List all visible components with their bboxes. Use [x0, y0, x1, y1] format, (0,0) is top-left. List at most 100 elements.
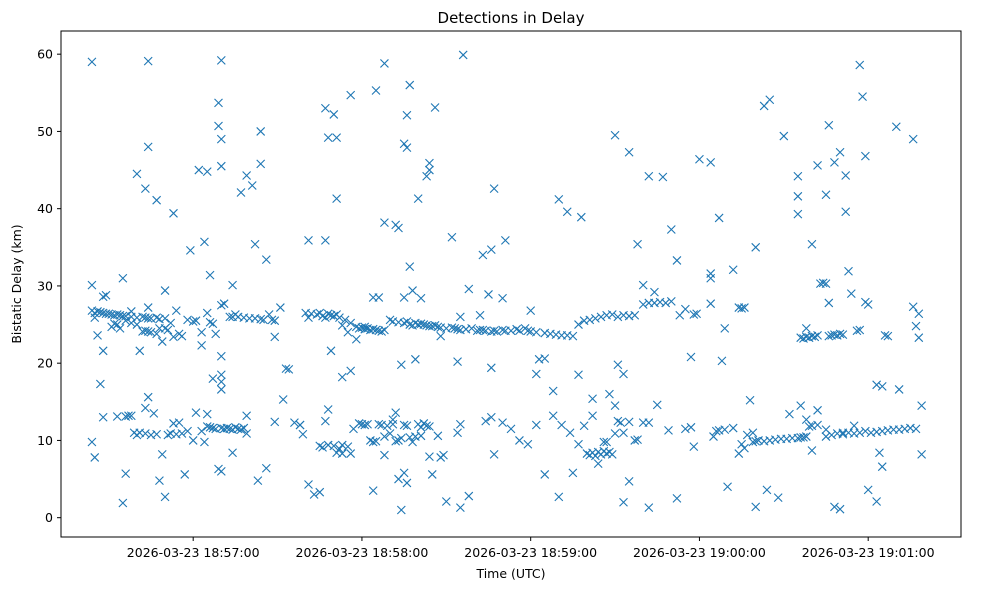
- data-point: [506, 424, 516, 434]
- data-point: [548, 411, 558, 421]
- data-point: [399, 318, 409, 328]
- data-point: [613, 416, 623, 426]
- data-point: [467, 324, 477, 333]
- data-point: [405, 320, 415, 329]
- data-point: [214, 98, 223, 108]
- data-point: [177, 331, 187, 341]
- data-point: [143, 392, 153, 402]
- data-point: [222, 423, 232, 433]
- data-point: [455, 312, 465, 322]
- data-point: [205, 270, 215, 280]
- data-point: [425, 165, 434, 175]
- data-point: [605, 389, 614, 399]
- data-point: [405, 262, 415, 272]
- data-point: [87, 280, 97, 290]
- data-point: [323, 405, 333, 414]
- data-point: [562, 207, 572, 217]
- data-point: [216, 370, 226, 380]
- data-point: [425, 452, 434, 462]
- data-point: [146, 327, 156, 337]
- data-point: [720, 425, 730, 435]
- data-point: [453, 428, 462, 438]
- data-point: [371, 86, 381, 95]
- data-point: [801, 324, 811, 333]
- data-point: [574, 370, 583, 380]
- data-point: [762, 485, 772, 495]
- data-point: [87, 437, 97, 447]
- data-point: [422, 421, 432, 431]
- data-point: [121, 469, 131, 479]
- data-point: [441, 497, 451, 506]
- data-point: [143, 327, 153, 336]
- data-point: [810, 332, 820, 342]
- x-axis: 2026-03-23 18:57:00 2026-03-23 18:58:00 20…: [127, 537, 935, 560]
- data-point: [740, 303, 749, 312]
- data-point: [385, 315, 395, 325]
- data-point: [506, 326, 516, 336]
- data-point: [374, 419, 384, 429]
- data-point: [765, 95, 775, 105]
- data-point: [416, 293, 426, 303]
- data-point: [872, 380, 882, 390]
- data-point: [714, 213, 724, 223]
- data-point: [346, 449, 356, 458]
- data-point: [200, 237, 209, 247]
- data-point: [281, 364, 291, 373]
- data-point: [664, 426, 673, 435]
- y-tick-label: 60: [37, 47, 53, 62]
- data-point: [835, 147, 845, 157]
- data-point: [205, 422, 215, 432]
- data-point: [478, 250, 488, 260]
- data-point: [821, 279, 831, 289]
- data-point: [188, 436, 198, 445]
- data-point: [531, 369, 541, 379]
- data-point: [295, 420, 305, 430]
- data-point: [619, 369, 628, 379]
- data-point: [140, 326, 150, 336]
- data-point: [166, 318, 176, 328]
- data-point: [290, 418, 299, 428]
- data-point: [914, 309, 924, 319]
- data-point: [346, 90, 356, 100]
- data-point: [433, 322, 443, 332]
- data-point: [112, 412, 122, 421]
- data-point: [343, 442, 353, 452]
- data-point: [830, 157, 839, 167]
- data-point: [351, 334, 361, 344]
- data-point: [908, 302, 918, 312]
- data-point: [610, 429, 620, 438]
- data-point: [911, 321, 921, 331]
- data-point: [498, 418, 507, 428]
- data-point: [163, 430, 173, 440]
- data-point: [689, 310, 699, 319]
- data-point: [706, 273, 716, 283]
- data-point: [152, 195, 162, 205]
- data-point: [481, 416, 491, 426]
- data-point: [388, 415, 398, 424]
- data-point: [692, 309, 702, 319]
- data-point: [155, 476, 164, 485]
- data-point: [118, 498, 128, 508]
- data-point: [160, 492, 170, 502]
- data-point: [630, 310, 640, 320]
- data-point: [489, 326, 499, 336]
- x-tick-label: 2026-03-23 18:58:00: [296, 545, 429, 560]
- data-point: [247, 181, 257, 190]
- plot-area-frame: [60, 30, 962, 538]
- data-point: [312, 310, 322, 319]
- data-point: [197, 327, 207, 337]
- data-point: [323, 309, 333, 319]
- data-point: [183, 426, 192, 436]
- data-point: [261, 463, 271, 473]
- data-point: [329, 311, 339, 321]
- data-point: [680, 424, 690, 434]
- y-tick-label: 50: [37, 124, 53, 139]
- data-point: [270, 316, 280, 326]
- data-point: [360, 322, 370, 332]
- data-point: [680, 304, 690, 314]
- data-point: [363, 419, 372, 429]
- data-point: [644, 418, 654, 428]
- data-point: [132, 169, 142, 179]
- data-point: [112, 320, 122, 329]
- data-point: [633, 435, 642, 445]
